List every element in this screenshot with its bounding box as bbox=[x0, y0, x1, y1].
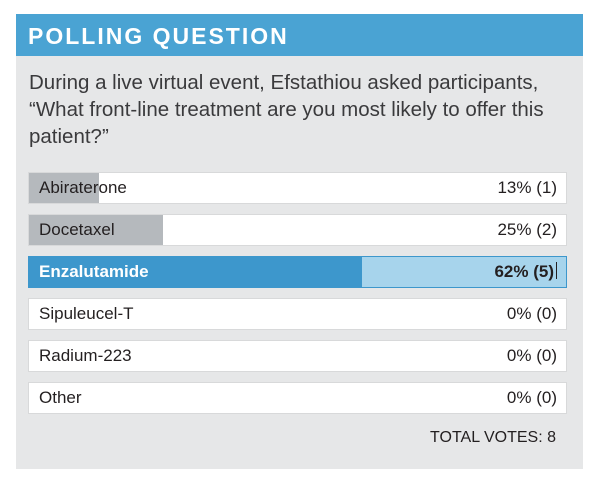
poll-option-result: 0% (0) bbox=[506, 304, 557, 323]
poll-option-result: 0% (0) bbox=[506, 346, 557, 365]
text-cursor bbox=[556, 262, 557, 279]
poll-option-label: Sipuleucel-T bbox=[39, 304, 134, 323]
poll-option-radium-223[interactable]: Radium-223 0% (0) bbox=[28, 340, 567, 372]
poll-result-bar bbox=[29, 173, 99, 203]
poll-result-bar bbox=[29, 257, 362, 287]
poll-option-result: 25% (2) bbox=[497, 220, 557, 239]
poll-title: POLLING QUESTION bbox=[28, 22, 289, 49]
poll-question: During a live virtual event, Efstathiou … bbox=[29, 71, 544, 148]
poll-option-result: 62% (5) bbox=[494, 262, 554, 281]
poll-option-result: 13% (1) bbox=[497, 178, 557, 197]
poll-option-result-wrapper: 62% (5) bbox=[494, 257, 557, 287]
total-votes: TOTAL VOTES: 8 bbox=[430, 429, 556, 446]
poll-header: POLLING QUESTION bbox=[16, 14, 583, 56]
poll-panel: POLLING QUESTION During a live virtual e… bbox=[16, 14, 583, 469]
poll-option-label: Docetaxel bbox=[39, 220, 115, 239]
poll-option-abiraterone[interactable]: Abiraterone 13% (1) bbox=[28, 172, 567, 204]
poll-option-enzalutamide[interactable]: Enzalutamide 62% (5) bbox=[28, 256, 567, 288]
poll-option-label: Enzalutamide bbox=[39, 262, 149, 281]
poll-result-bar bbox=[29, 215, 164, 245]
poll-option-label: Other bbox=[39, 388, 82, 407]
poll-option-docetaxel[interactable]: Docetaxel 25% (2) bbox=[28, 214, 567, 246]
poll-options: Abiraterone 13% (1) Docetaxel 25% (2) En… bbox=[28, 172, 567, 424]
poll-option-result: 0% (0) bbox=[506, 388, 557, 407]
poll-option-sipuleucel-t[interactable]: Sipuleucel-T 0% (0) bbox=[28, 298, 567, 330]
poll-option-label: Radium-223 bbox=[39, 346, 132, 365]
poll-option-label: Abiraterone bbox=[39, 178, 127, 197]
poll-option-other[interactable]: Other 0% (0) bbox=[28, 382, 567, 414]
